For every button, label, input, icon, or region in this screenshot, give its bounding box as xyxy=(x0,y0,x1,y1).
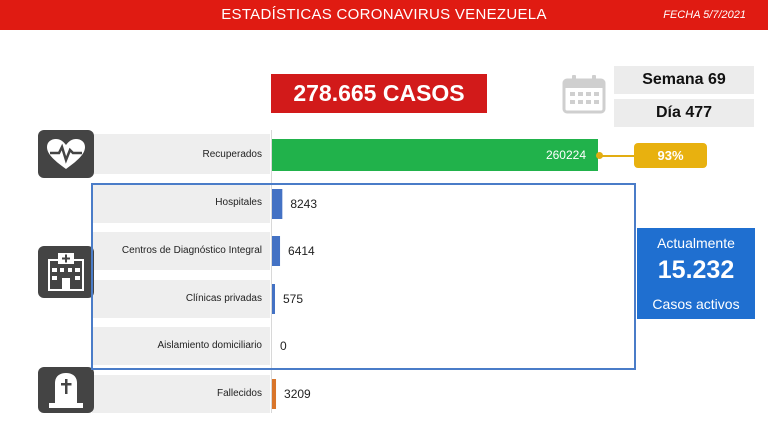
active-cases-box: Actualmente 15.232 Casos activos xyxy=(637,228,755,319)
heart-pulse-icon xyxy=(38,130,94,178)
page-title: ESTADÍSTICAS CORONAVIRUS VENEZUELA xyxy=(221,6,547,23)
category-label-fallecidos: Fallecidos xyxy=(216,388,262,399)
header-bar xyxy=(0,0,768,30)
data-label-hospitales: 8243 xyxy=(290,197,317,211)
data-label-cdi: 6414 xyxy=(288,244,315,258)
data-label-clinicas: 575 xyxy=(283,292,303,306)
percent-connector xyxy=(600,155,634,157)
category-label-recuperados: Recuperados xyxy=(202,149,262,160)
row-band-aislamiento xyxy=(92,327,270,365)
data-label-recuperados: 260224 xyxy=(546,148,586,162)
row-band-cdi xyxy=(92,232,270,270)
row-band-fallecidos xyxy=(92,375,270,413)
bar-fallecidos xyxy=(272,379,277,409)
category-label-aislamiento: Aislamiento domiciliario xyxy=(157,340,262,351)
active-cases-subtitle: Casos activos xyxy=(652,296,740,312)
bar-clinicas xyxy=(272,284,275,314)
bar-hospitales xyxy=(272,189,283,219)
category-label-cdi: Centros de Diagnóstico Integral xyxy=(121,245,262,256)
category-label-clinicas: Clínicas privadas xyxy=(185,293,262,304)
chart-axis-line xyxy=(271,130,272,413)
category-label-hospitales: Hospitales xyxy=(215,197,262,208)
total-cases-box: 278.665 CASOS xyxy=(271,74,487,113)
active-cases-value: 15.232 xyxy=(657,256,735,284)
active-cases-title: Actualmente xyxy=(657,235,735,251)
bar-cdi xyxy=(272,236,281,266)
data-label-fallecidos: 3209 xyxy=(284,387,311,401)
calendar-icon xyxy=(562,75,606,114)
data-label-aislamiento: 0 xyxy=(280,339,287,353)
row-band-clinicas xyxy=(92,280,270,318)
report-date: FECHA 5/7/2021 xyxy=(663,9,746,21)
day-box: Día 477 xyxy=(614,99,754,127)
percent-connector-dot xyxy=(596,152,603,159)
week-box: Semana 69 xyxy=(614,66,754,94)
bar-recuperados xyxy=(272,139,598,171)
recovered-percent-badge: 93% xyxy=(634,143,707,168)
row-band-hospitales xyxy=(92,185,270,223)
hospital-icon xyxy=(38,246,94,298)
tombstone-icon xyxy=(38,367,94,413)
row-band-recuperados xyxy=(92,134,270,174)
active-cases-frame xyxy=(91,183,636,370)
